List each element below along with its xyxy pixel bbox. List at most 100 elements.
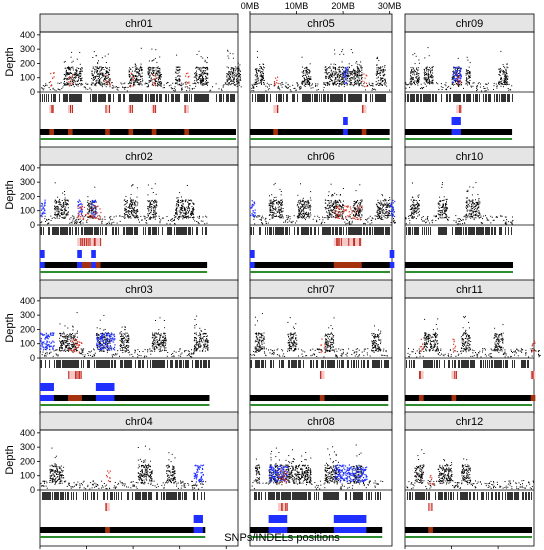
variant-ticks [40,227,207,235]
red-marker-track [456,105,462,113]
depth-points [40,312,209,358]
chromosome-line [40,536,206,538]
depth-points [41,47,242,92]
variant-ticks [405,94,513,102]
blue-marker-track [343,117,348,125]
y-tick-label: 400 [20,296,35,306]
y-tick-label: 400 [20,30,35,40]
chromosome-line [250,271,390,273]
variant-ticks [40,360,210,368]
blue-marker-track [268,515,367,523]
panel-title: chr07 [307,284,335,296]
panel-frame [404,429,535,547]
red-marker-track [77,238,102,246]
variant-ticks [40,94,235,102]
genotype-bar [40,527,206,533]
variant-ticks [406,227,512,235]
panel-title: chr09 [456,18,484,30]
variant-ticks [254,492,381,500]
depth-points [251,444,384,490]
y-tick-label: 400 [20,428,35,438]
panel-title: chr04 [125,416,153,428]
panel-title: chr12 [456,416,484,428]
panel-chr02: chr02 [39,146,239,282]
blue-marker-track [40,250,96,258]
y-axis-label: Depth [4,47,16,76]
x-tick-label: 20MB [331,1,355,11]
y-tick-label: 100 [20,339,35,349]
y-tick-label: 100 [20,471,35,481]
y-tick-label: 0 [30,485,35,495]
red-marker-track [105,503,110,511]
y-tick-label: 200 [20,456,35,466]
red-marker-track [49,105,189,113]
panel-title: chr03 [125,284,153,296]
y-tick-label: 100 [20,73,35,83]
depth-points [407,315,541,358]
panel-title: chr02 [125,151,153,163]
variant-ticks [252,94,386,102]
x-axis-label: SNPs/INDELs positions [224,532,340,544]
panel-chr08: chr08 [249,411,393,547]
y-axis-label: Depth [4,313,16,342]
depth-points [251,49,391,92]
panel-chr09: chr09 [404,13,535,149]
y-tick-label: 300 [20,177,35,187]
red-marker-track [428,503,433,511]
y-tick-label: 300 [20,442,35,452]
depth-points [250,313,388,358]
y-axis-label: Depth [4,180,16,209]
variant-ticks [407,492,532,500]
chromosome-line [405,404,532,406]
panel-chr10: chr10 [404,146,535,282]
panel-grid: chr01 chr02 chr03 chr04 chr05 chr06 chr07 chr08… [39,13,541,547]
red-marker-track [319,371,325,379]
chromosome-line [405,536,532,538]
y-tick-label: 0 [30,353,35,363]
y-tick-label: 0 [30,220,35,230]
chromosome-line [40,271,208,273]
panel-frame [249,429,393,547]
chromosome-line [250,536,383,538]
panel-chr06: chr06 [249,146,396,282]
depth-points [40,445,207,490]
blue-marker-track [193,515,203,523]
genotype-bar [250,129,390,135]
variant-ticks [42,492,205,500]
genotype-bar [250,527,383,533]
variant-ticks [250,227,390,235]
x-tick-label: 10MB [285,1,309,11]
depth-points [405,47,513,92]
chromosome-line [250,404,389,406]
y-tick-label: 200 [20,191,35,201]
depth-points [405,182,514,225]
depth-points [40,182,208,225]
genotype-bar [405,527,532,533]
panel-title: chr11 [456,284,483,296]
red-marker-track [273,105,367,113]
genotype-bar [250,262,390,268]
x-tick-label: 0MB [241,1,260,11]
red-marker-track [67,371,82,379]
depth-points [406,449,534,490]
panel-chr12: chr12 [404,411,535,547]
chromosome-line [405,271,514,273]
genotype-bar [40,395,210,401]
panel-chr03: chr03 [39,279,239,415]
panel-chr05: chr05 [249,13,393,149]
chromosome-line [250,138,390,140]
chromosome-line [40,404,210,406]
chromosome-line [40,138,236,140]
blue-marker-track [40,383,115,391]
top-x-axis: 0MB 10MB 20MB 30MB [241,1,401,14]
genotype-bar [40,129,236,135]
panel-chr11: chr11 [404,279,541,415]
genotype-bar [40,262,208,268]
panel-frame [39,429,239,547]
y-tick-label: 0 [30,87,35,97]
genotype-bar [405,262,514,268]
panel-title: chr05 [307,18,335,30]
red-marker-track [418,371,536,379]
variant-ticks [250,360,389,368]
